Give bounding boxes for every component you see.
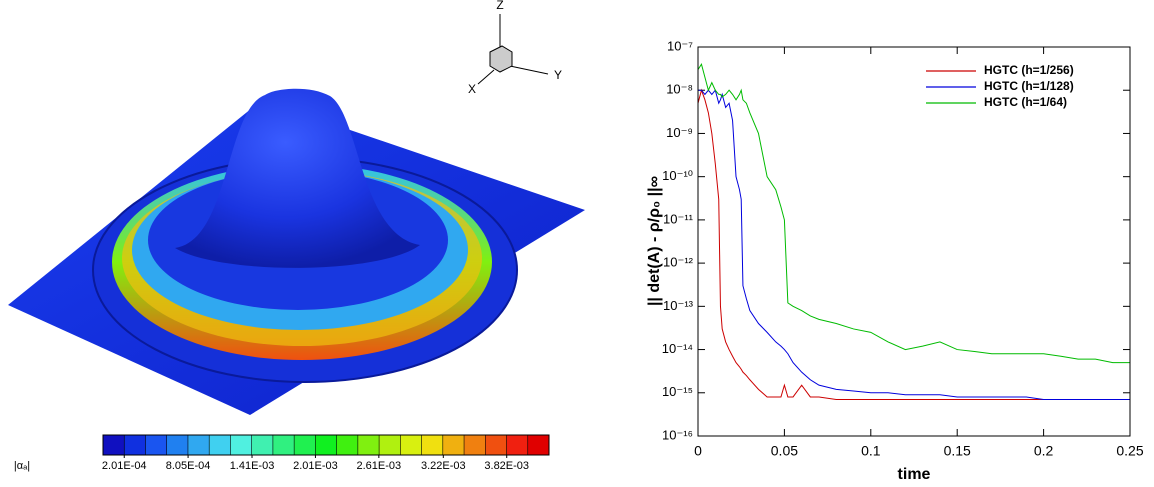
colorbar-segment bbox=[124, 435, 146, 455]
x-tick-label: 0 bbox=[694, 443, 702, 459]
y-tick-label: 10⁻⁹ bbox=[666, 125, 693, 140]
colorbar-tick-label: 8.05E-04 bbox=[166, 460, 211, 472]
x-tick-label: 0.1 bbox=[861, 443, 881, 459]
colorbar-segment bbox=[485, 435, 507, 455]
triad-label: Y bbox=[554, 68, 562, 82]
colorbar-segment bbox=[272, 435, 295, 455]
data-line bbox=[698, 89, 1130, 400]
colorbar-tick-label: 2.61E-03 bbox=[357, 460, 402, 472]
colorbar-tick-label: 2.01E-04 bbox=[102, 460, 147, 472]
colorbar-segment bbox=[187, 435, 210, 455]
x-axis-label: time bbox=[898, 466, 931, 483]
axis-triad: Z Y X bbox=[468, 0, 562, 96]
legend-label: HGTC (h=1/128) bbox=[984, 79, 1074, 93]
triad-label: X bbox=[468, 82, 476, 96]
data-line bbox=[697, 62, 1130, 364]
y-axis-label: || det(A) - ρ/ρ₀ ||∞ bbox=[646, 176, 663, 306]
y-tick-label: 10⁻⁸ bbox=[666, 82, 693, 97]
x-tick-label: 0.2 bbox=[1034, 443, 1054, 459]
plot-frame bbox=[697, 46, 1131, 437]
triad-label: Z bbox=[496, 0, 503, 12]
x-tick-label: 0.25 bbox=[1116, 443, 1143, 459]
bump bbox=[175, 88, 420, 268]
y-tick-label: 10⁻¹⁰ bbox=[662, 168, 693, 183]
colorbar-tick-label: 2.01E-03 bbox=[293, 460, 338, 472]
colorbar-segment bbox=[103, 435, 125, 455]
colorbar-segment bbox=[379, 435, 401, 455]
colorbar-frame bbox=[102, 434, 550, 456]
colorbar-segment bbox=[294, 435, 316, 455]
colorbar-segment bbox=[166, 435, 189, 455]
data-line bbox=[697, 88, 1130, 400]
legend-label: HGTC (h=1/256) bbox=[984, 63, 1074, 77]
y-tick-label: 10⁻¹² bbox=[663, 255, 694, 270]
y-tick-label: 10⁻¹³ bbox=[663, 298, 694, 313]
y-tick-label: 10⁻⁷ bbox=[667, 38, 693, 53]
colorbar-segment bbox=[357, 435, 380, 455]
triad-y bbox=[509, 65, 549, 75]
colorbar-segment bbox=[464, 435, 486, 455]
y-tick-label: 10⁻¹⁵ bbox=[662, 384, 693, 399]
colorbar-tick-label: 3.82E-03 bbox=[484, 460, 529, 472]
colorbar-segment bbox=[421, 435, 444, 455]
y-tick-label: 10⁻¹⁴ bbox=[662, 341, 693, 356]
colorbar-segment bbox=[209, 435, 231, 455]
colorbar-segment bbox=[251, 435, 274, 455]
colorbar-segment bbox=[315, 435, 337, 455]
y-tick-label: 10⁻¹⁶ bbox=[662, 427, 693, 442]
x-tick-label: 0.15 bbox=[944, 443, 971, 459]
colorbar-tick-label: 3.22E-03 bbox=[421, 460, 466, 472]
surface-render: Z Y X bbox=[8, 0, 585, 415]
colorbar-segment bbox=[527, 435, 550, 455]
colorbar-segment bbox=[230, 435, 252, 455]
x-tick-label: 0.05 bbox=[771, 443, 798, 459]
triad-cube bbox=[489, 45, 513, 73]
colorbar-segment bbox=[336, 435, 359, 455]
colorbar-segment bbox=[400, 435, 422, 455]
colorbar-tick-label: 1.41E-03 bbox=[230, 460, 275, 472]
triad-x bbox=[477, 69, 495, 85]
y-tick-label: 10⁻¹¹ bbox=[663, 211, 694, 226]
legend-label: HGTC (h=1/64) bbox=[984, 95, 1067, 109]
colorbar-segment bbox=[145, 435, 168, 455]
colorbar-segment bbox=[506, 435, 529, 455]
colorbar-segment bbox=[442, 435, 465, 455]
colorbar-label: |αₐ| bbox=[14, 460, 30, 472]
